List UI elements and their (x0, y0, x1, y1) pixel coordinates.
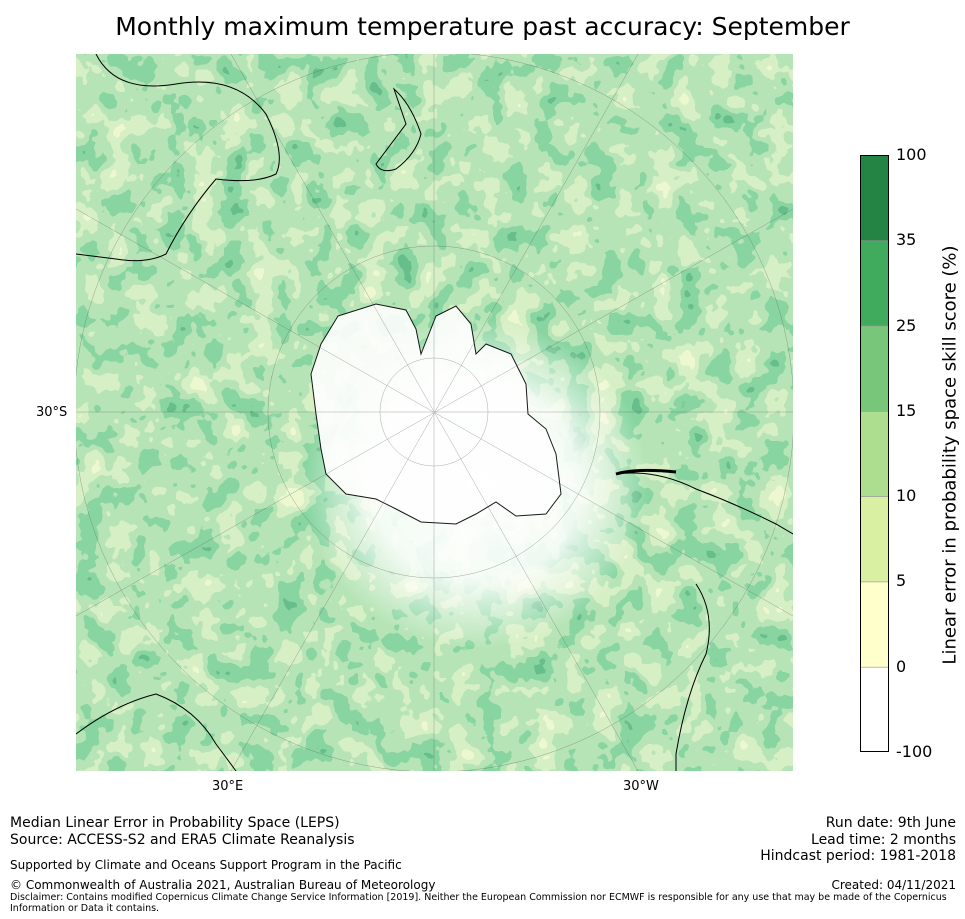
colorbar-outline (860, 155, 889, 752)
colorbar (860, 155, 889, 752)
footer-source: Source: ACCESS-S2 and ERA5 Climate Reana… (10, 832, 355, 848)
graticule (76, 54, 793, 771)
island-chain (615, 468, 677, 476)
colorbar-bin (860, 496, 889, 583)
footer-hindcast: Hindcast period: 1981-2018 (760, 848, 956, 864)
footer-copyright: © Commonwealth of Australia 2021, Austra… (10, 878, 436, 892)
colorbar-tick-label: 10 (896, 486, 917, 506)
colorbar-tick-label: 100 (896, 145, 927, 164)
footer-support: Supported by Climate and Oceans Support … (10, 858, 402, 872)
map-canvas (76, 54, 793, 771)
lon-label-30w: 30°W (623, 779, 659, 794)
colorbar-tick-label: 0 (896, 656, 907, 676)
colorbar-bin (860, 240, 889, 327)
map-title: Monthly maximum temperature past accurac… (115, 12, 850, 41)
colorbar-bin (860, 411, 889, 497)
colorbar-tick-label: 35 (896, 230, 917, 250)
colorbar-tick-label: 25 (896, 315, 917, 335)
colorbar-bin (860, 581, 889, 668)
colorbar-tick-label: -100 (896, 742, 933, 761)
footer-leps: Median Linear Error in Probability Space… (10, 815, 340, 831)
colorbar-bin (860, 155, 889, 242)
lon-label-30e: 30°E (212, 779, 244, 794)
footer-created: Created: 04/11/2021 (831, 878, 956, 892)
colorbar-bin (860, 666, 889, 752)
colorbar-bin (860, 325, 889, 412)
footer-disclaimer: Disclaimer: Contains modified Copernicus… (10, 892, 947, 914)
colorbar-label: Linear error in probability space skill … (939, 245, 961, 665)
colorbar-tick-label: 5 (896, 571, 907, 591)
coastlines (76, 54, 793, 771)
lat-label-30s: 30°S (36, 405, 68, 420)
colorbar-bins (860, 155, 889, 752)
colorbar-tick-label: 15 (896, 400, 917, 420)
footer-lead-time: Lead time: 2 months (811, 832, 956, 848)
polar-map (76, 54, 793, 771)
footer-run-date: Run date: 9th June (825, 815, 956, 831)
